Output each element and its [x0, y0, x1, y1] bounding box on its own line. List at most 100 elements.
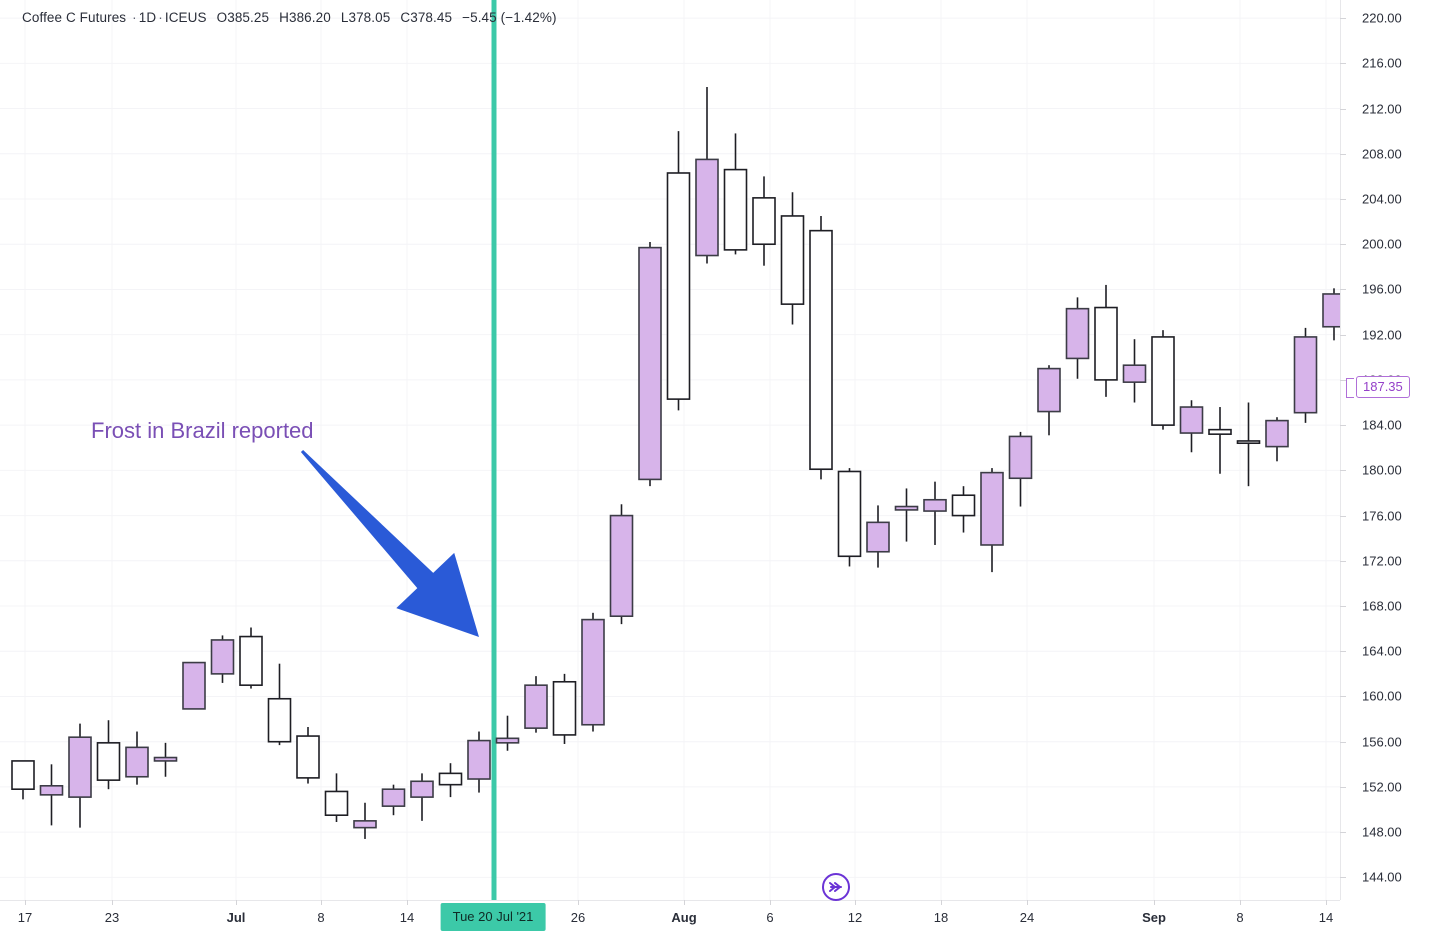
candlestick[interactable] — [1037, 365, 1061, 436]
candlestick[interactable] — [11, 760, 35, 800]
candlestick[interactable] — [438, 763, 463, 798]
current-price-tag: 187.35 — [1356, 376, 1410, 399]
candle-body — [267, 697, 292, 743]
candlestick[interactable] — [182, 661, 206, 710]
candlestick-series[interactable] — [0, 0, 1340, 900]
candlestick[interactable] — [125, 731, 149, 785]
candlestick[interactable] — [980, 468, 1004, 573]
candle-body — [210, 639, 235, 675]
price-tick-mark — [1340, 515, 1346, 517]
candlestick[interactable] — [1208, 407, 1232, 474]
candlestick[interactable] — [894, 488, 919, 542]
candlestick[interactable] — [809, 215, 833, 480]
legend-separator-1: · — [132, 10, 137, 25]
candlestick[interactable] — [1008, 431, 1033, 507]
candlestick[interactable] — [467, 731, 491, 793]
candlestick[interactable] — [410, 773, 434, 821]
candle-body — [780, 215, 805, 305]
price-tick-label: 156.00 — [1362, 734, 1402, 750]
candlestick[interactable] — [1322, 288, 1340, 341]
candlestick[interactable] — [324, 773, 349, 822]
candle-body — [1293, 336, 1318, 414]
legend-interval[interactable]: 1D — [138, 10, 157, 25]
candlestick[interactable] — [752, 176, 776, 266]
price-tick-mark — [1340, 244, 1346, 246]
price-scale[interactable]: 220.00 216.00 212.00 208.00 204.00 200.00 196.… — [1340, 0, 1438, 900]
candlestick[interactable] — [381, 784, 406, 816]
price-tick-mark — [1340, 289, 1346, 291]
candlestick[interactable] — [609, 504, 634, 625]
candlestick[interactable] — [96, 720, 121, 790]
annotation-label[interactable]: Frost in Brazil reported — [91, 418, 314, 443]
fast-forward-circle-icon[interactable] — [821, 872, 851, 902]
price-tick-label: 208.00 — [1362, 146, 1402, 162]
time-tick-label: 26 — [570, 910, 586, 925]
time-tick-label: 14 — [1318, 910, 1334, 925]
candlestick[interactable] — [1293, 327, 1318, 423]
time-tick-mark — [236, 900, 237, 905]
price-tick-label: 204.00 — [1362, 191, 1402, 207]
candle-body — [1322, 293, 1340, 328]
candlestick[interactable] — [239, 627, 263, 689]
candlestick[interactable] — [695, 87, 719, 264]
candlestick[interactable] — [1179, 400, 1204, 453]
candlestick[interactable] — [1122, 339, 1147, 403]
price-tick-label: 180.00 — [1362, 462, 1402, 478]
candle-body — [39, 785, 64, 796]
candlestick[interactable] — [1236, 402, 1261, 487]
candlestick[interactable] — [1265, 417, 1289, 462]
candlestick[interactable] — [638, 241, 662, 487]
candlestick[interactable] — [923, 481, 947, 545]
candlestick[interactable] — [1094, 284, 1118, 397]
candle-body — [581, 618, 605, 726]
candlestick[interactable] — [723, 133, 748, 255]
legend-exchange: ICEUS — [164, 10, 207, 25]
candle-body — [324, 790, 349, 817]
time-scale[interactable]: 17 23 Jul 8 14 Tue 20 Jul '21 26 Aug 6 12 18 24 Sep 8… — [0, 900, 1438, 936]
candle-body — [68, 736, 92, 798]
candlestick[interactable] — [837, 468, 862, 567]
chart-legend: Coffee C Futures · 1D · ICEUS O385.25 H386.20 L… — [22, 10, 557, 25]
candlestick[interactable] — [1151, 330, 1175, 430]
candlestick[interactable] — [296, 727, 320, 784]
candlestick[interactable] — [1065, 297, 1090, 379]
candle-body — [666, 172, 691, 400]
candle-body — [1094, 306, 1118, 381]
candlestick[interactable] — [210, 635, 235, 683]
candle-body — [809, 229, 833, 471]
time-tick-label: 8 — [1236, 910, 1244, 925]
candle-body — [1179, 406, 1204, 434]
price-tick-label: 196.00 — [1362, 281, 1402, 297]
candlestick[interactable] — [581, 612, 605, 732]
time-tick-mark — [321, 900, 322, 905]
replay-circle — [822, 873, 850, 901]
time-tick-label: 17 — [17, 910, 33, 925]
candlestick[interactable] — [666, 131, 691, 411]
candlestick[interactable] — [951, 486, 976, 533]
legend-symbol[interactable]: Coffee C Futures — [22, 10, 127, 25]
time-tick-mark — [25, 900, 26, 905]
candlestick[interactable] — [552, 673, 577, 744]
candlestick[interactable] — [153, 742, 178, 777]
chart-gridlines — [0, 0, 1340, 900]
price-tick-mark — [1340, 425, 1346, 427]
candlestick[interactable] — [495, 715, 520, 751]
chart-plot-area[interactable] — [0, 0, 1340, 900]
candlestick[interactable] — [524, 676, 548, 733]
price-tick-label: 216.00 — [1362, 55, 1402, 71]
time-tick-label-selected: Tue 20 Jul '21 — [440, 903, 546, 931]
candle-body — [837, 470, 862, 558]
candlestick[interactable] — [353, 802, 377, 839]
candlestick[interactable] — [780, 192, 805, 325]
price-tick-mark — [1340, 560, 1346, 562]
time-tick-label: Aug — [671, 910, 697, 925]
candlestick[interactable] — [267, 663, 292, 746]
candlestick[interactable] — [866, 505, 890, 568]
price-tick-label: 152.00 — [1362, 779, 1402, 795]
time-tick-label: 24 — [1019, 910, 1035, 925]
price-tick-label: 172.00 — [1362, 553, 1402, 569]
price-tick-mark — [1340, 877, 1346, 879]
legend-high: H386.20 — [279, 10, 331, 25]
candlestick[interactable] — [39, 764, 64, 826]
candlestick[interactable] — [68, 723, 92, 828]
